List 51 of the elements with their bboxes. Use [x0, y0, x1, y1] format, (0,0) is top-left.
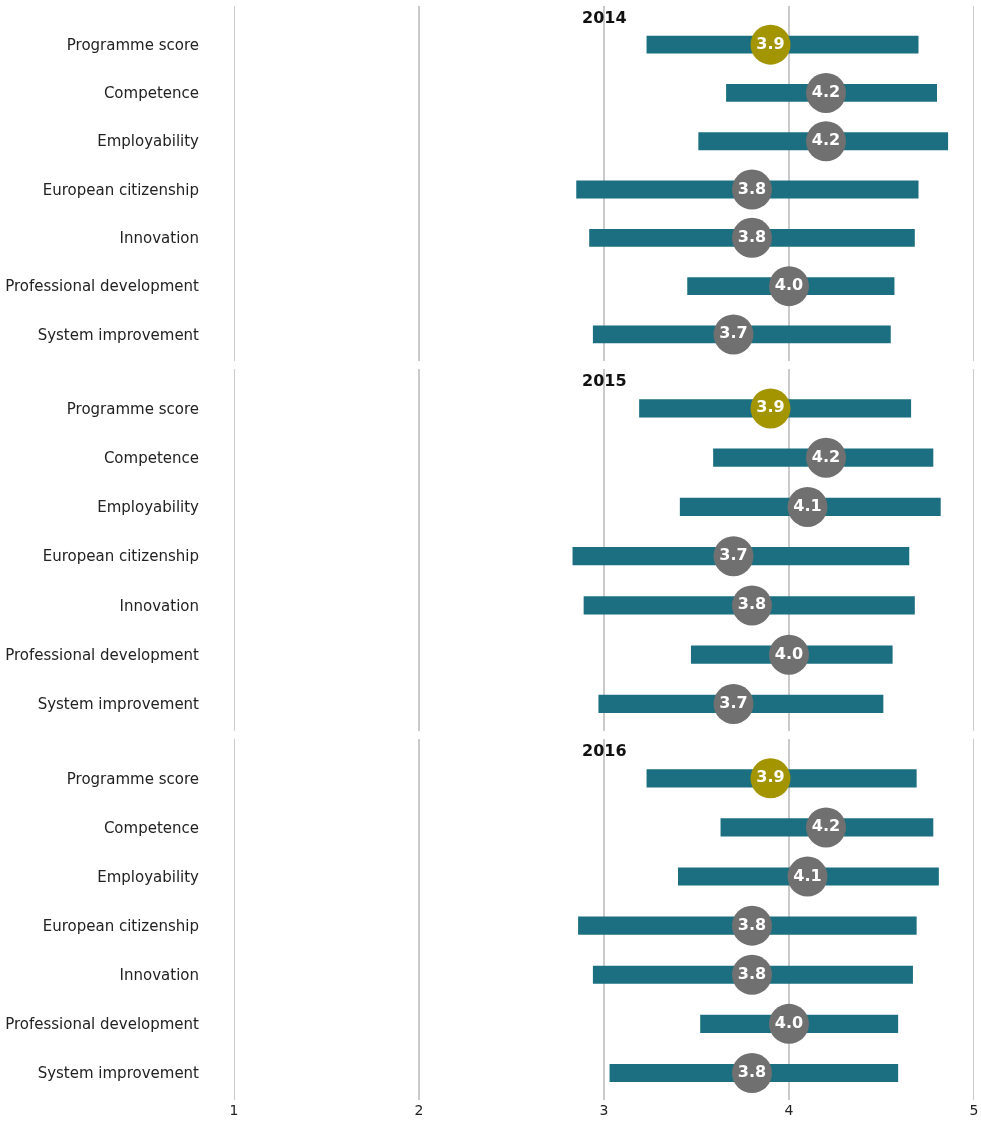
- data-label: 3.7: [719, 323, 748, 343]
- bar: [583, 596, 915, 615]
- y-tick-label: System improvement: [37, 1064, 200, 1083]
- y-tick-label: Innovation: [119, 229, 199, 248]
- y-tick-label: Programme score: [66, 769, 199, 788]
- data-label: 4.1: [793, 495, 822, 515]
- data-label: 4.0: [774, 275, 804, 295]
- data-label: 3.8: [737, 963, 767, 983]
- data-label: 4.2: [811, 130, 841, 150]
- y-tick-label: Professional development: [5, 645, 200, 664]
- x-tick-label: 3: [599, 1102, 609, 1118]
- data-label: 3.8: [737, 178, 767, 198]
- y-tick-label: Competence: [103, 818, 199, 837]
- y-tick-label: Professional development: [5, 277, 200, 296]
- data-label: 3.9: [756, 767, 785, 787]
- y-tick-label: European citizenship: [42, 547, 199, 566]
- data-label: 4.1: [793, 865, 822, 885]
- x-tick-label: 4: [784, 1102, 794, 1118]
- y-tick-label: Competence: [103, 84, 199, 103]
- y-tick-label: Programme score: [66, 35, 199, 54]
- data-label: 3.9: [756, 33, 785, 53]
- data-label: 3.8: [737, 914, 767, 934]
- data-label: 3.7: [719, 545, 748, 565]
- y-tick-label: European citizenship: [42, 180, 199, 199]
- data-label: 4.2: [811, 81, 841, 101]
- data-label: 3.7: [719, 692, 748, 712]
- x-tick-label: 1: [229, 1102, 239, 1118]
- data-label: 4.0: [774, 1012, 804, 1032]
- data-label: 3.9: [756, 397, 785, 417]
- y-tick-label: Employability: [97, 867, 200, 886]
- data-label: 4.2: [811, 816, 841, 836]
- y-tick-label: European citizenship: [42, 916, 199, 935]
- data-label: 3.8: [737, 226, 767, 246]
- y-tick-label: System improvement: [37, 695, 200, 714]
- chart-title: 2015: [582, 371, 627, 390]
- chart-title: 2014: [582, 8, 627, 27]
- y-tick-label: Professional development: [5, 1015, 200, 1034]
- y-tick-label: System improvement: [37, 325, 200, 344]
- y-tick-label: Employability: [97, 498, 200, 517]
- y-tick-label: Innovation: [119, 596, 199, 615]
- y-tick-label: Competence: [103, 448, 199, 467]
- data-label: 3.8: [737, 594, 767, 614]
- y-tick-label: Innovation: [119, 966, 199, 985]
- data-label: 4.2: [811, 446, 841, 466]
- y-tick-label: Employability: [97, 132, 200, 151]
- chart-title: 2016: [582, 741, 627, 760]
- y-tick-label: Programme score: [66, 399, 199, 418]
- x-tick-label: 5: [969, 1102, 979, 1118]
- x-tick-label: 2: [414, 1102, 424, 1118]
- data-label: 3.8: [737, 1061, 767, 1081]
- data-label: 4.0: [774, 643, 804, 663]
